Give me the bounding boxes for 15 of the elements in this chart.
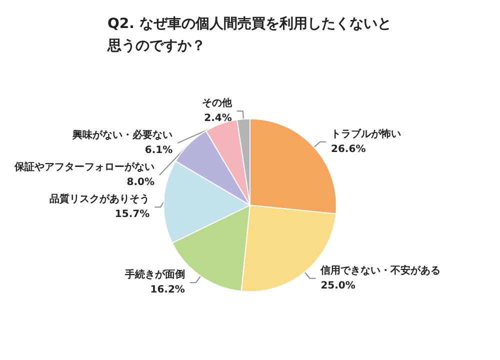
data-label: 8.0% [126, 177, 154, 188]
slice-label: その他 [202, 97, 233, 110]
data-label: 16.2% [150, 284, 185, 296]
chart-title: Q2. なぜ車の個人間売買を利用したくないと思うのですか？ [106, 16, 392, 54]
data-label: 26.6% [331, 144, 366, 155]
slice-label: 手続きが面倒 [124, 268, 185, 281]
slice-label: 興味がない・必要ない [72, 129, 173, 142]
data-label: 2.4% [204, 113, 232, 124]
slice-label: トラブルが怖い [331, 128, 402, 140]
slice-label: 品質リスクがありそう [50, 193, 150, 206]
data-label: 25.0% [320, 280, 356, 292]
data-label: 6.1% [144, 145, 173, 156]
slice-label: 信用できない・不安がある [320, 264, 441, 276]
slice-label: 保証やアフターフォローがない [13, 161, 154, 174]
data-label: 15.7% [114, 209, 150, 220]
